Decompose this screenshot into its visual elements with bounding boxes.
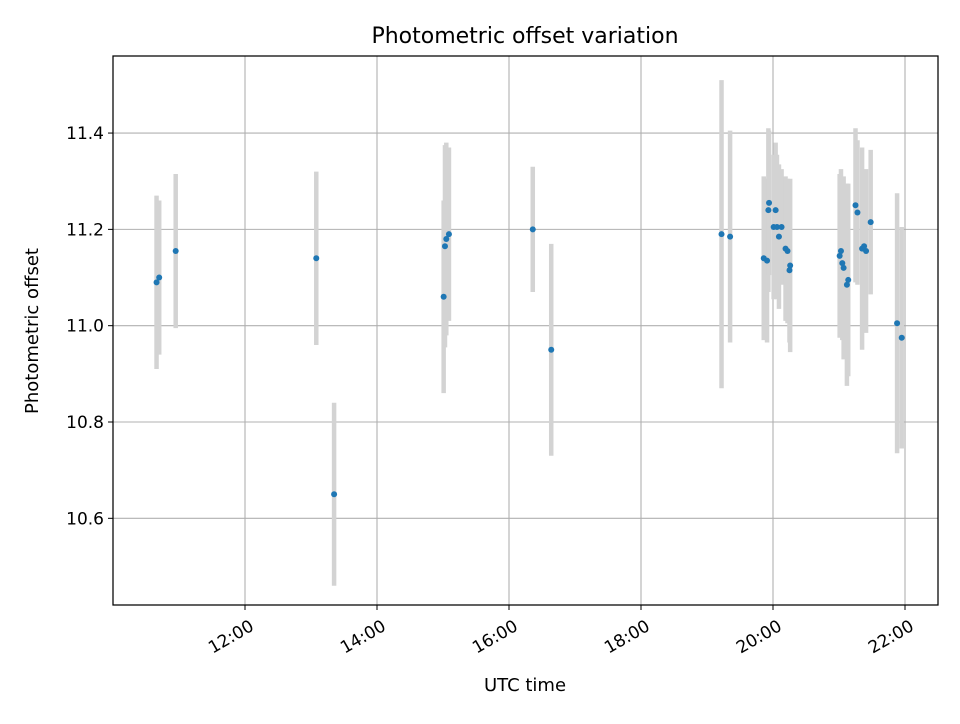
grid [113, 56, 938, 605]
data-point [839, 260, 846, 267]
y-tick-label: 11.0 [66, 317, 104, 337]
data-point [443, 236, 450, 242]
data-point [156, 274, 163, 281]
data-point [861, 243, 868, 250]
data-point [445, 231, 452, 238]
data-point [440, 293, 447, 300]
data-point [852, 202, 859, 209]
y-tick-label: 11.2 [66, 220, 104, 240]
data-point [764, 257, 771, 264]
data-point [894, 320, 901, 327]
data-point [840, 264, 847, 271]
data-point [843, 281, 850, 288]
y-tick-label: 10.6 [66, 509, 104, 529]
data-point [773, 223, 780, 230]
data-point [837, 248, 844, 255]
data-point [718, 231, 725, 238]
data-point [854, 209, 861, 216]
data-point [441, 243, 448, 250]
data-point [172, 248, 179, 255]
data-point [529, 226, 536, 233]
y-axis-ticks: 10.6 10.8 11.0 11.2 11.4 [66, 124, 113, 529]
data-point [772, 207, 779, 214]
data-point [775, 233, 782, 240]
data-point [836, 252, 843, 259]
y-tick-label: 10.8 [66, 413, 104, 433]
y-axis-label: Photometric offset [22, 248, 43, 414]
data-point [787, 262, 794, 269]
data-point [331, 491, 338, 498]
data-point [313, 255, 320, 262]
x-axis-label: UTC time [484, 675, 566, 696]
data-point [548, 346, 555, 353]
data-point [153, 279, 160, 286]
data-point [778, 223, 785, 230]
chart-title: Photometric offset variation [371, 24, 678, 49]
data-point [766, 199, 773, 206]
data-point [786, 267, 793, 274]
data-point [898, 334, 905, 341]
data-points [153, 199, 905, 498]
data-point [863, 248, 870, 255]
plot-frame [112, 55, 939, 606]
data-point [727, 233, 734, 240]
data-point [845, 276, 852, 283]
y-tick-label: 11.4 [66, 124, 104, 144]
data-point [765, 207, 772, 214]
data-point [784, 248, 791, 255]
data-point [867, 219, 874, 226]
